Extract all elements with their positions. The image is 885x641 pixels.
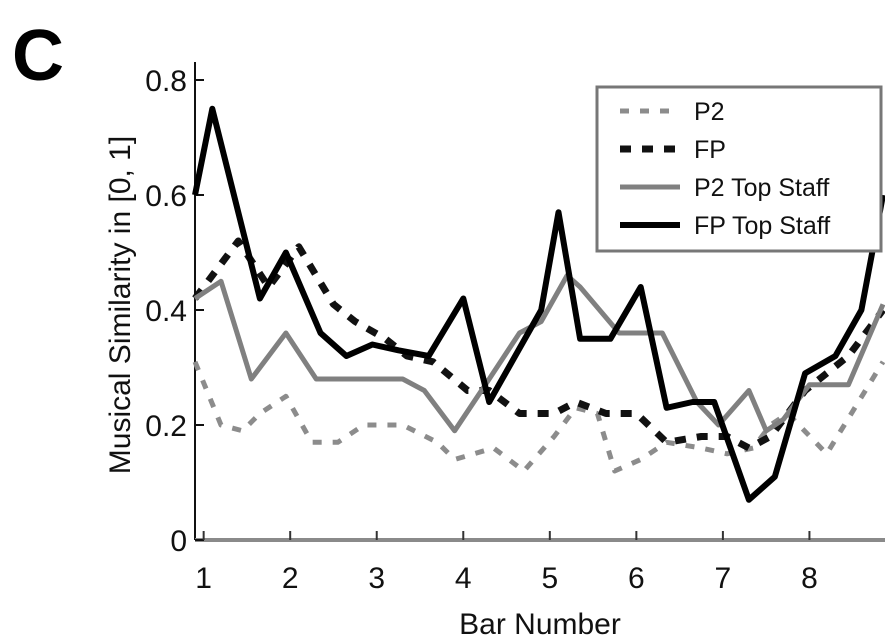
x-tick-label: 7 — [715, 562, 732, 595]
panel-label: C — [12, 16, 64, 96]
x-tick-label: 3 — [368, 562, 385, 595]
x-tick-label: 6 — [628, 562, 645, 595]
legend-label-fp: FP — [694, 136, 726, 164]
legend-label-fp-top-staff: FP Top Staff — [694, 212, 830, 240]
y-tick-label: 0.6 — [145, 180, 187, 213]
legend: P2 FP P2 Top Staff FP Top Staff — [595, 85, 883, 253]
y-tick-label: 0.2 — [145, 410, 187, 443]
x-tick-label: 4 — [455, 562, 472, 595]
x-axis-label: Bar Number — [459, 608, 621, 641]
plot-axes — [194, 62, 885, 542]
series-line-fp — [192, 237, 885, 452]
legend-label-p2: P2 — [694, 98, 725, 126]
series-line-p2 — [192, 360, 885, 474]
x-tick-label: 1 — [195, 562, 212, 595]
series-layer — [192, 105, 885, 503]
series-line-fp-top-staff — [192, 105, 885, 503]
y-axis-label: Musical Similarity in [0, 1] — [104, 136, 137, 474]
legend-label-p2-top-staff: P2 Top Staff — [694, 174, 829, 202]
y-ticks: 0 0.2 0.4 0.6 0.8 — [145, 65, 204, 558]
x-tick-label: 2 — [282, 562, 299, 595]
y-tick-label: 0.8 — [145, 65, 187, 98]
x-tick-label: 8 — [801, 562, 818, 595]
series-line-p2-top-staff — [193, 273, 885, 434]
y-tick-label: 0 — [170, 525, 187, 558]
x-ticks: 1 2 3 4 5 6 7 8 — [195, 531, 818, 595]
y-tick-label: 0.4 — [145, 295, 187, 328]
x-tick-label: 5 — [541, 562, 558, 595]
